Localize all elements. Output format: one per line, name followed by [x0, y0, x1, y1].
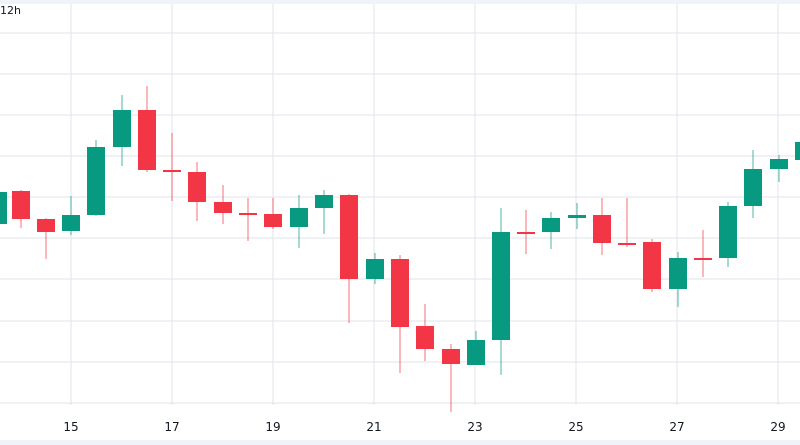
candle-body — [340, 195, 358, 279]
candle-body — [62, 215, 80, 231]
candle-up — [770, 155, 788, 182]
candle-down — [340, 194, 358, 323]
candle-up — [669, 252, 687, 307]
candle-body — [719, 206, 737, 258]
candle-down — [618, 198, 636, 247]
candles — [0, 86, 800, 412]
candle-body — [113, 110, 131, 147]
candle-body — [87, 147, 105, 215]
candle-down — [643, 239, 661, 292]
candle-body — [214, 202, 232, 213]
candle-up — [467, 331, 485, 365]
candle-up — [113, 95, 131, 166]
candle-body — [694, 258, 712, 260]
x-tick-label: 19 — [265, 420, 280, 434]
candle-down — [239, 198, 257, 241]
candle-body — [744, 169, 762, 206]
candle-down — [517, 210, 535, 254]
candle-body — [290, 208, 308, 227]
x-axis[interactable]: 15 17 19 21 23 25 27 29 — [63, 420, 785, 434]
candle-body — [163, 170, 181, 172]
interval-label[interactable]: 12h — [0, 4, 21, 17]
candle-up — [719, 202, 737, 267]
candle-body — [542, 218, 560, 232]
x-tick-label: 17 — [164, 420, 179, 434]
candle-up — [290, 195, 308, 248]
candle-body — [643, 242, 661, 289]
candle-body — [0, 192, 7, 224]
candle-body — [669, 258, 687, 289]
candle-up — [744, 150, 762, 218]
x-tick-label: 23 — [467, 420, 482, 434]
x-tick-label: 27 — [669, 420, 684, 434]
candle-body — [12, 191, 30, 219]
candle-body — [492, 232, 510, 340]
candle-body — [517, 232, 535, 234]
candle-up — [315, 190, 333, 234]
candle-up — [795, 142, 800, 160]
x-tick-label: 25 — [568, 420, 583, 434]
candle-down — [188, 162, 206, 221]
candle-body — [366, 259, 384, 279]
candle-body — [795, 142, 800, 160]
candle-up — [492, 208, 510, 375]
candle-body — [770, 159, 788, 169]
candle-up — [542, 212, 560, 249]
candle-body — [138, 110, 156, 170]
candle-down — [593, 198, 611, 255]
candle-down — [416, 304, 434, 361]
candle-body — [239, 213, 257, 215]
x-tick-label: 15 — [63, 420, 78, 434]
top-toolbar-strip — [0, 0, 800, 4]
x-tick-label: 29 — [770, 420, 785, 434]
candle-up — [62, 196, 80, 235]
candle-down — [138, 86, 156, 172]
candle-body — [391, 259, 409, 327]
candle-body — [188, 172, 206, 202]
candle-body — [568, 215, 586, 218]
candle-body — [416, 326, 434, 349]
candle-body — [37, 219, 55, 232]
candle-down — [37, 218, 55, 259]
candle-down — [391, 255, 409, 373]
candle-body — [593, 215, 611, 243]
candle-down — [12, 190, 30, 228]
candle-down — [264, 198, 282, 229]
candle-body — [618, 243, 636, 245]
candle-down — [163, 133, 181, 201]
candle-up — [87, 140, 105, 216]
candle-body — [315, 195, 333, 208]
candle-body — [264, 214, 282, 227]
grid-lines — [0, 4, 800, 405]
candle-up — [366, 253, 384, 284]
candle-down — [694, 230, 712, 277]
candle-body — [467, 340, 485, 365]
candle-down — [442, 344, 460, 412]
x-tick-label: 21 — [366, 420, 381, 434]
candle-up — [0, 192, 7, 224]
candle-up — [568, 203, 586, 229]
candle-body — [442, 349, 460, 364]
bottom-strip — [0, 440, 800, 445]
candle-down — [214, 185, 232, 224]
